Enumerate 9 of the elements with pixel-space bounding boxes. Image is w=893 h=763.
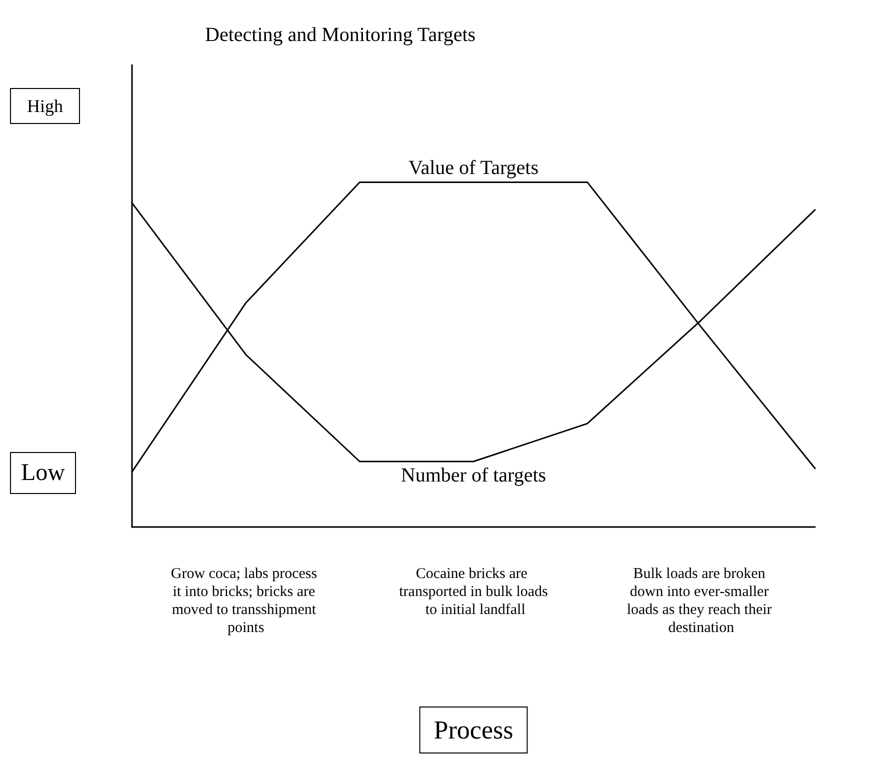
x-axis-title: Process: [434, 716, 514, 744]
series-label: Value of Targets: [408, 157, 539, 180]
x-tick-label: Cocaine bricks are transported in bulk loads to initial landfall: [399, 566, 548, 618]
series-label: Number of targets: [400, 464, 546, 486]
x-tick-label: Bulk loads are broken down into ever-smaller loads as they reach their destination: [626, 566, 776, 636]
text: High: [27, 96, 63, 116]
text: Low: [21, 460, 66, 486]
chart-title: Detecting and Monitoring Targets: [205, 24, 476, 46]
x-tick-label: Grow coca; labs process it into bricks; bricks are moved to transshipment points: [170, 566, 321, 636]
